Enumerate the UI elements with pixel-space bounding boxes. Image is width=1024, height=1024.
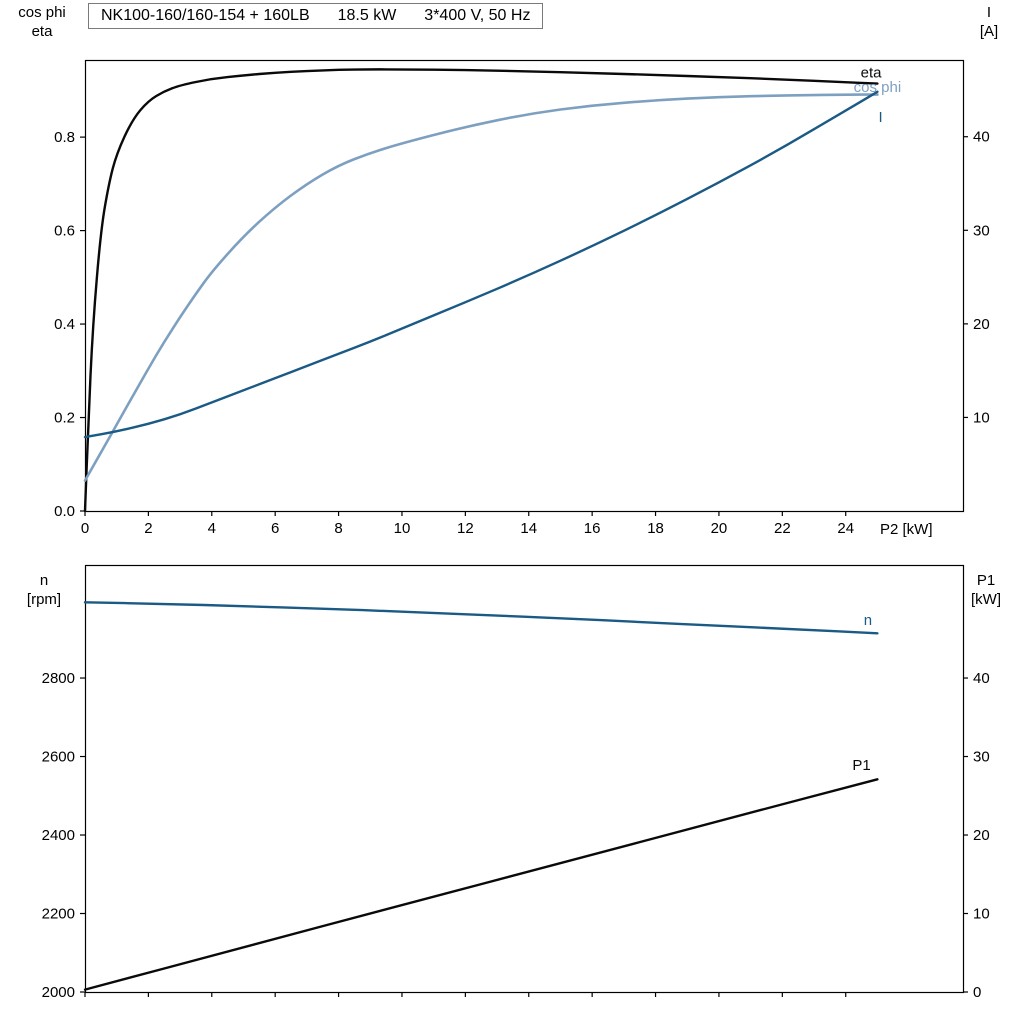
series-curve-eta [83,68,879,513]
x-tick-label: 14 [520,520,537,537]
y-left-tick-label: 0.4 [54,316,75,333]
x-tick-label: 10 [394,520,411,537]
voltage-frequency-label: 3*400 V, 50 Hz [424,7,531,24]
curve-label-P1: P1 [852,757,870,774]
speed-axis-unit: [rpm] [26,591,62,608]
series-curve-cos-phi [83,93,879,482]
y-right-tick-label: 30 [973,749,990,766]
y-right-tick-label: 10 [973,906,990,923]
plot-frame [84,564,965,994]
top-left-axis-title: cos phi eta [4,3,80,41]
x-tick-label: 8 [334,520,342,537]
x-tick-label: 20 [711,520,728,537]
motor-power-label: 18.5 kW [337,7,397,24]
x-tick-label: 6 [271,520,279,537]
x-tick-label: 16 [584,520,601,537]
y-left-tick-label: 0.6 [54,223,75,240]
y-right-tick-label: 20 [973,827,990,844]
bottom-right-axis-title: P1 [kW] [956,571,1016,609]
current-axis-unit: [A] [979,23,999,40]
p1-axis-unit: [kW] [971,591,1001,608]
x-tick-label: 0 [81,520,89,537]
chart-title-box: NK100-160/160-154 + 160LB 18.5 kW 3*400 … [88,3,544,29]
x-tick-label: 22 [774,520,791,537]
series-curve-n [83,601,879,635]
p1-axis-label: P1 [976,572,996,589]
x-tick-label: 24 [837,520,854,537]
y-left-tick-label: 0.2 [54,410,75,427]
speed-axis-label: n [39,572,49,589]
eta-axis-label: eta [31,23,53,40]
y-left-tick-label: 2200 [42,906,75,923]
series-curve-I [83,90,879,439]
y-left-tick-label: 2400 [42,827,75,844]
x-tick-label: 2 [144,520,152,537]
y-right-tick-label: 30 [973,222,990,239]
current-axis-label: I [986,4,992,21]
y-left-tick-label: 0.0 [54,503,75,520]
curve-label-cos-phi: cos phi [854,79,902,96]
cos-phi-axis-label: cos phi [18,4,66,21]
x-tick-label: 18 [647,520,664,537]
curve-label-I: I [879,109,883,126]
y-left-tick-label: 0.8 [54,129,75,146]
bottom-chart: 2000 2200 2400 2600 2800 0 10 20 30 40 n P1 [42,564,990,1001]
y-left-tick-label: 2600 [42,749,75,766]
top-right-axis-title: I [A] [960,3,1018,41]
y-right-tick-label: 10 [973,409,990,426]
y-right-tick-label: 0 [973,984,981,1001]
y-left-tick-label: 2000 [42,984,75,1001]
x-axis-label: P2 [kW] [880,521,933,538]
x-tick-label: 12 [457,520,474,537]
top-chart: 0 2 4 6 8 10 12 14 16 18 20 22 240.00.20.40.60.81020… [54,59,990,537]
series-curve-P1 [83,778,879,991]
plot-frame [84,59,965,513]
curve-label-n: n [864,612,872,629]
bottom-left-axis-title: n [rpm] [12,571,76,609]
x-tick-label: 4 [208,520,216,537]
y-right-tick-label: 20 [973,316,990,333]
y-left-tick-label: 2800 [42,670,75,687]
curve-label-eta: eta [861,64,883,81]
y-right-tick-label: 40 [973,670,990,687]
pump-model-label: NK100-160/160-154 + 160LB [101,7,310,24]
y-right-tick-label: 40 [973,129,990,146]
